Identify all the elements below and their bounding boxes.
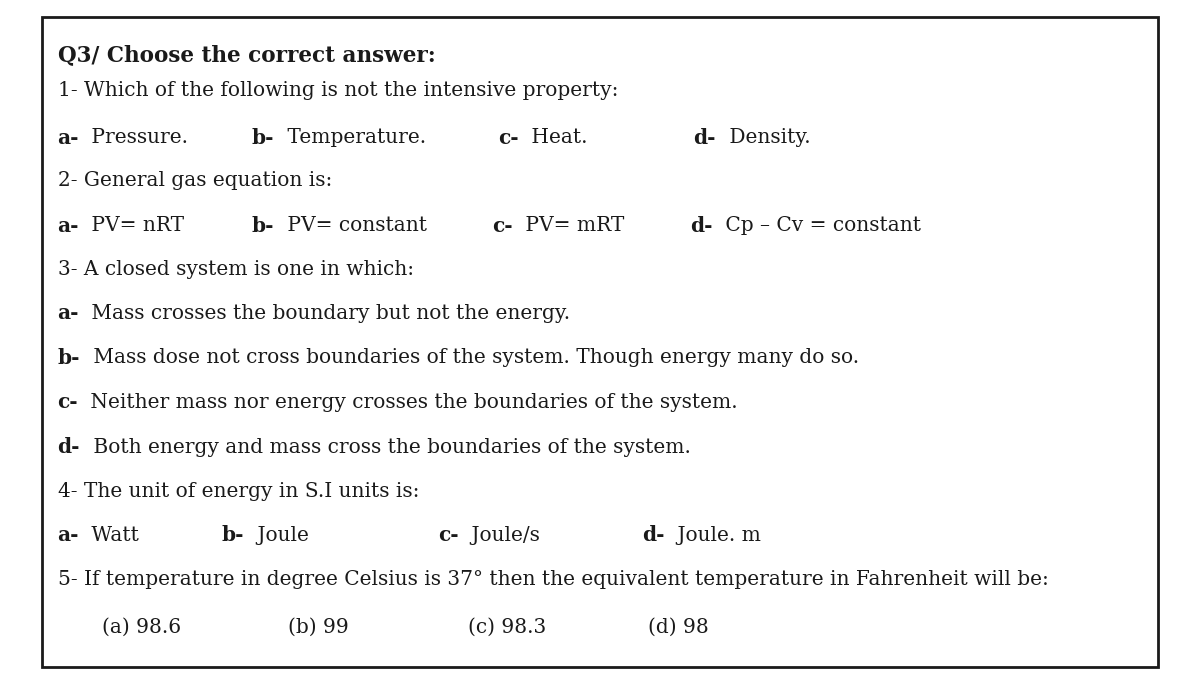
Text: a-: a- (58, 525, 79, 546)
Text: 1- Which of the following is not the intensive property:: 1- Which of the following is not the int… (58, 81, 618, 100)
Text: Joule/s: Joule/s (464, 526, 540, 545)
Text: Temperature.: Temperature. (281, 128, 426, 147)
Text: 3- A closed system is one in which:: 3- A closed system is one in which: (58, 260, 414, 279)
Text: (a) 98.6: (a) 98.6 (102, 618, 181, 637)
Text: c-: c- (58, 392, 78, 413)
Text: c-: c- (438, 525, 458, 546)
Text: c-: c- (498, 127, 518, 148)
Text: d-: d- (642, 525, 665, 546)
Text: Joule: Joule (251, 526, 308, 545)
Text: Density.: Density. (722, 128, 810, 147)
Text: 2- General gas equation is:: 2- General gas equation is: (58, 171, 332, 190)
Text: (b) 99: (b) 99 (288, 618, 349, 637)
Text: (d) 98: (d) 98 (648, 618, 709, 637)
Text: 5- If temperature in degree Celsius is 37° then the equivalent temperature in Fa: 5- If temperature in degree Celsius is 3… (58, 570, 1049, 589)
Text: a-: a- (58, 127, 79, 148)
Text: Mass dose not cross boundaries of the system. Though energy many do so.: Mass dose not cross boundaries of the sy… (86, 348, 859, 367)
Text: Joule. m: Joule. m (671, 526, 761, 545)
Text: b-: b- (252, 127, 275, 148)
Text: b-: b- (222, 525, 245, 546)
Text: b-: b- (58, 347, 80, 368)
Text: PV= nRT: PV= nRT (85, 216, 185, 235)
Text: d-: d- (690, 215, 713, 236)
Text: (c) 98.3: (c) 98.3 (468, 618, 546, 637)
Text: Heat.: Heat. (524, 128, 587, 147)
Text: c-: c- (492, 215, 512, 236)
Text: a-: a- (58, 303, 79, 323)
Text: Neither mass nor energy crosses the boundaries of the system.: Neither mass nor energy crosses the boun… (84, 393, 738, 412)
Text: Cp – Cv = constant: Cp – Cv = constant (719, 216, 922, 235)
Text: a-: a- (58, 215, 79, 236)
Text: d-: d- (694, 127, 716, 148)
Text: 4- The unit of energy in S.I units is:: 4- The unit of energy in S.I units is: (58, 482, 419, 502)
Text: Both energy and mass cross the boundaries of the system.: Both energy and mass cross the boundarie… (86, 438, 690, 457)
Text: Q3/ Choose the correct answer:: Q3/ Choose the correct answer: (58, 44, 436, 66)
FancyBboxPatch shape (42, 17, 1158, 667)
Text: Mass crosses the boundary but not the energy.: Mass crosses the boundary but not the en… (85, 303, 570, 323)
Text: Watt: Watt (85, 526, 139, 545)
Text: b-: b- (252, 215, 275, 236)
Text: Pressure.: Pressure. (85, 128, 188, 147)
Text: PV= constant: PV= constant (281, 216, 427, 235)
Text: d-: d- (58, 437, 80, 458)
Text: PV= mRT: PV= mRT (518, 216, 624, 235)
